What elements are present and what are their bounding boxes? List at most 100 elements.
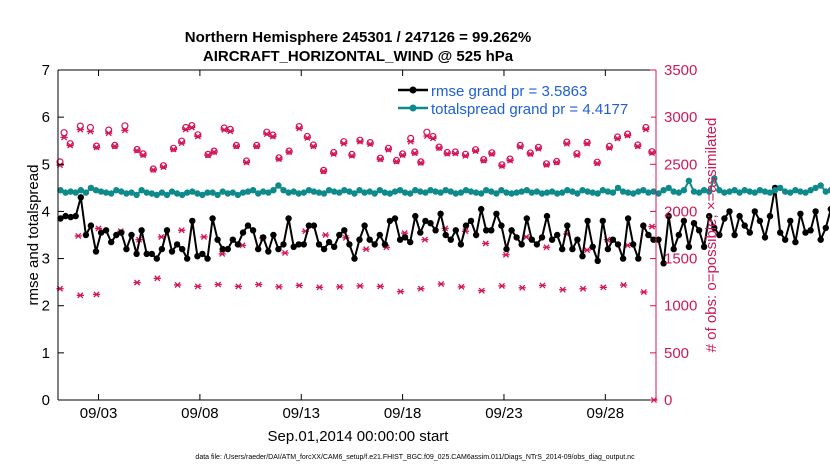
rmse-point: [351, 255, 357, 261]
rmse-point: [407, 239, 413, 245]
rmse-point: [579, 253, 585, 259]
rmse-point: [285, 215, 291, 221]
chart-title-line1: Northern Hemisphere 245301 / 247126 = 99…: [185, 29, 531, 46]
rmse-point: [645, 232, 651, 238]
rmse-point: [549, 237, 555, 243]
rmse-point: [204, 255, 210, 261]
rmse-point: [595, 258, 601, 264]
rmse-point: [311, 222, 317, 228]
y-tick-label: 7: [42, 62, 50, 79]
rmse-point: [590, 244, 596, 250]
rmse-point: [265, 248, 271, 254]
right-y-tick-label: 0: [664, 392, 672, 409]
rmse-point: [118, 229, 124, 235]
rmse-point: [133, 251, 139, 257]
rmse-point: [498, 222, 504, 228]
rmse-point: [301, 241, 307, 247]
rmse-point: [792, 239, 798, 245]
rmse-point: [473, 232, 479, 238]
y-tick-label: 4: [42, 203, 50, 220]
rmse-point: [640, 222, 646, 228]
rmse-point: [584, 218, 590, 224]
x-tick-label: 09/03: [80, 405, 118, 422]
legend-rmse-marker: [410, 87, 417, 94]
rmse-point: [260, 234, 266, 240]
spread-point: [83, 189, 89, 195]
rmse-point: [73, 213, 79, 219]
rmse-point: [823, 225, 829, 231]
rmse-point: [686, 244, 692, 250]
rmse-point: [331, 244, 337, 250]
rmse-point: [214, 237, 220, 243]
rmse-point: [564, 222, 570, 228]
rmse-point: [610, 237, 616, 243]
rmse-point: [184, 255, 190, 261]
rmse-point: [255, 246, 261, 252]
y-tick-label: 3: [42, 251, 50, 268]
rmse-point: [321, 246, 327, 252]
rmse-point: [83, 232, 89, 238]
rmse-point: [600, 218, 606, 224]
rmse-point: [736, 213, 742, 219]
rmse-point: [316, 241, 322, 247]
y-tick-label: 0: [42, 392, 50, 409]
rmse-point: [508, 227, 514, 233]
x-tick-label: 09/13: [282, 405, 320, 422]
rmse-point: [468, 218, 474, 224]
rmse-point: [625, 215, 631, 221]
rmse-point: [691, 220, 697, 226]
rmse-point: [812, 208, 818, 214]
rmse-point: [103, 227, 109, 233]
rmse-point: [539, 234, 545, 240]
rmse-point: [554, 232, 560, 238]
rmse-point: [356, 237, 362, 243]
rmse-point: [199, 251, 205, 257]
y-tick-label: 6: [42, 109, 50, 126]
rmse-point: [417, 229, 423, 235]
rmse-point: [159, 246, 165, 252]
rmse-point: [225, 246, 231, 252]
rmse-point: [620, 255, 626, 261]
rmse-point: [402, 234, 408, 240]
rmse-point: [245, 222, 251, 228]
rmse-point: [392, 215, 398, 221]
rmse-point: [696, 227, 702, 233]
right-y-tick-label: 3000: [664, 109, 697, 126]
rmse-point: [524, 215, 530, 221]
rmse-point: [174, 241, 180, 247]
rmse-point: [93, 248, 99, 254]
y-tick-label: 5: [42, 156, 50, 173]
rmse-point: [534, 241, 540, 247]
rmse-point: [787, 218, 793, 224]
rmse-point: [742, 222, 748, 228]
rmse-point: [336, 232, 342, 238]
x-axis-label: Sep.01,2014 00:00:00 start: [268, 428, 450, 445]
rmse-point: [240, 229, 246, 235]
rmse-point: [767, 213, 773, 219]
legend: rmse grand pr = 3.5863 totalspread grand…: [393, 76, 651, 118]
rmse-point: [382, 241, 388, 247]
legend-spread-marker: [410, 105, 417, 112]
rmse-point: [326, 239, 332, 245]
rmse-point: [78, 194, 84, 200]
right-y-tick-label: 1000: [664, 298, 697, 315]
spread-point: [610, 189, 616, 195]
rmse-point: [519, 241, 525, 247]
rmse-point: [361, 222, 367, 228]
y-tick-label: 2: [42, 298, 50, 315]
rmse-point: [458, 241, 464, 247]
rmse-point: [513, 234, 519, 240]
x-tick-label: 09/28: [587, 405, 625, 422]
rmse-point: [752, 208, 758, 214]
y-tick-label: 1: [42, 345, 50, 362]
right-y-axis-label: # of obs: o=possible; ×=assimilated: [703, 118, 720, 353]
spread-point: [270, 187, 276, 193]
rmse-point: [189, 218, 195, 224]
right-y-tick-label: 2000: [664, 203, 697, 220]
rmse-point: [731, 232, 737, 238]
right-y-tick-label: 2500: [664, 156, 697, 173]
rmse-point: [250, 227, 256, 233]
rmse-point: [123, 246, 129, 252]
rmse-point: [149, 251, 155, 257]
